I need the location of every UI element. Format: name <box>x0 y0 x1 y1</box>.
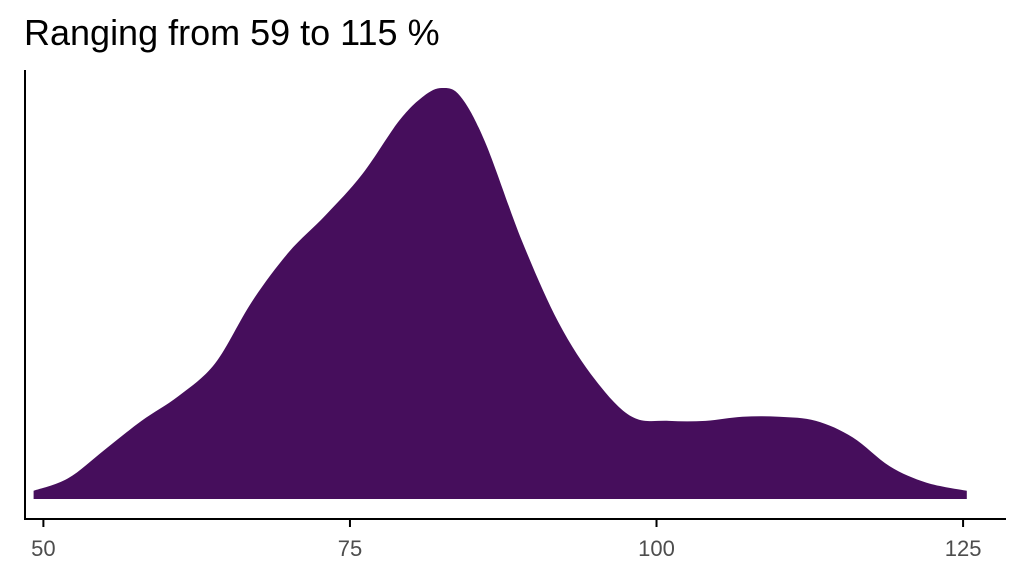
x-tick-label: 125 <box>945 536 982 561</box>
x-tick-label: 100 <box>638 536 675 561</box>
chart-title: Ranging from 59 to 115 % <box>24 12 440 53</box>
density-area <box>33 87 967 500</box>
x-tick-label: 50 <box>31 536 55 561</box>
x-tick-label: 75 <box>338 536 362 561</box>
x-axis-ticks: 50 75 100 125 <box>31 519 981 561</box>
